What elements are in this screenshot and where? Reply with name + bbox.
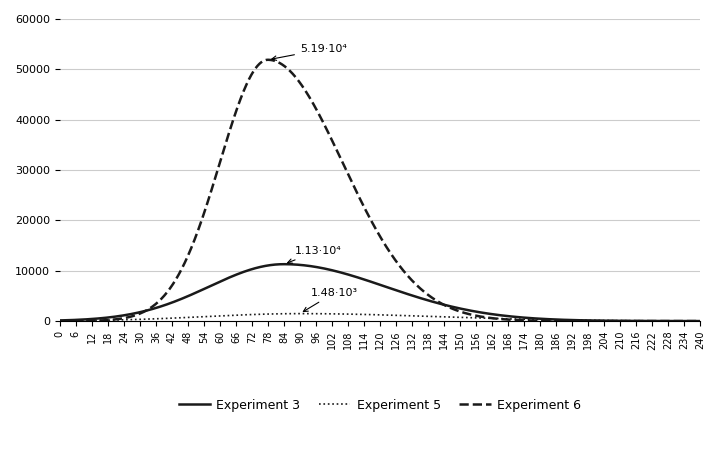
Experiment 5: [55, 318, 64, 323]
Experiment 3: [678, 318, 686, 324]
Line: Experiment 6: Experiment 6: [60, 60, 700, 321]
Experiment 6: [677, 318, 685, 324]
Experiment 3: [560, 317, 569, 322]
Legend: Experiment 3, Experiment 5, Experiment 6: Experiment 3, Experiment 5, Experiment 6: [174, 394, 586, 417]
Line: Experiment 3: Experiment 3: [60, 264, 700, 321]
Experiment 5: [350, 311, 359, 317]
Experiment 6: [678, 318, 686, 324]
Experiment 6: [560, 318, 569, 324]
Experiment 6: [88, 318, 96, 323]
Experiment 5: [88, 318, 96, 323]
Experiment 5: [296, 311, 305, 316]
Text: 1.13·10⁴: 1.13·10⁴: [288, 246, 341, 263]
Text: 1.48·10³: 1.48·10³: [303, 288, 358, 312]
Experiment 3: [367, 279, 376, 285]
Experiment 6: [350, 185, 359, 190]
Experiment 3: [55, 318, 64, 323]
Experiment 3: [88, 316, 96, 322]
Experiment 6: [696, 318, 704, 324]
Experiment 5: [560, 317, 569, 323]
Experiment 3: [279, 261, 288, 267]
Experiment 5: [696, 318, 704, 324]
Experiment 5: [677, 318, 685, 324]
Experiment 6: [55, 318, 64, 324]
Line: Experiment 5: Experiment 5: [60, 314, 700, 321]
Experiment 5: [367, 312, 376, 317]
Experiment 3: [696, 318, 704, 324]
Experiment 5: [678, 318, 686, 324]
Experiment 3: [677, 318, 685, 324]
Experiment 6: [367, 218, 376, 224]
Experiment 3: [350, 274, 359, 279]
Experiment 6: [264, 57, 272, 63]
Text: 5.19·10⁴: 5.19·10⁴: [272, 44, 347, 60]
